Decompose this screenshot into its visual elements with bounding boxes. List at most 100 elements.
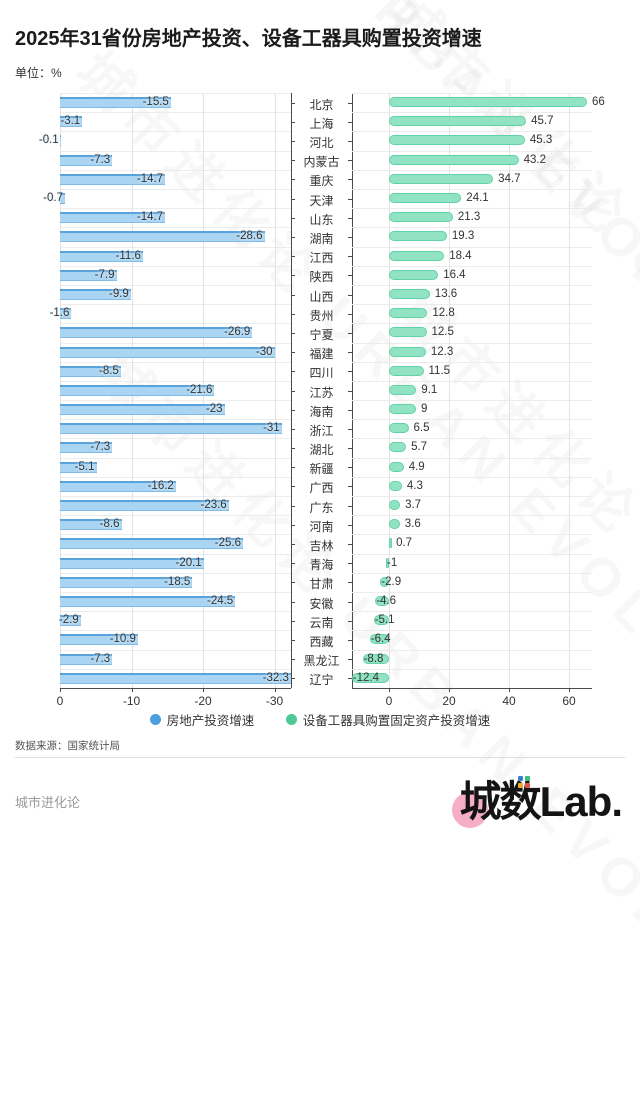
gridline-h <box>352 515 592 517</box>
gridline-h <box>60 131 291 133</box>
gridline-v <box>274 93 276 688</box>
bar-value-real-estate: -24.5 <box>206 595 234 608</box>
province-label: 北京 <box>309 97 334 112</box>
category-tick <box>348 620 352 622</box>
province-label: 新疆 <box>309 462 334 477</box>
bar-equipment <box>389 231 447 242</box>
bar-equipment <box>389 116 527 127</box>
bar-value-equipment: 24.1 <box>466 191 489 204</box>
province-label: 吉林 <box>309 539 334 554</box>
province-label: 宁夏 <box>309 327 334 342</box>
gridline-h <box>352 342 592 344</box>
bar-real-estate <box>60 615 81 627</box>
bar-value-equipment: 12.3 <box>430 345 454 358</box>
category-tick <box>291 601 295 603</box>
gridline-h <box>352 496 592 498</box>
bar-value-equipment: 13.6 <box>434 287 458 300</box>
bar-value-real-estate: -32.3 <box>262 671 289 684</box>
data-source-note: 数据来源：国家统计局 <box>15 740 120 752</box>
bar-equipment <box>389 97 587 107</box>
province-label: 西藏 <box>309 635 334 650</box>
bar-equipment <box>389 442 407 453</box>
x-axis-tick <box>203 688 204 692</box>
gridline-h <box>352 208 592 210</box>
bar-real-estate <box>60 653 113 665</box>
gridline-h <box>60 400 291 402</box>
gridline-h <box>60 112 291 114</box>
bar-value-real-estate: -20.1 <box>175 556 202 569</box>
category-tick <box>291 524 295 526</box>
province-label: 辽宁 <box>309 673 334 688</box>
bar-real-estate <box>60 557 204 569</box>
category-tick <box>348 352 352 354</box>
gridline-h <box>352 572 592 574</box>
legend-item-real-estate: 房地产投资增速 <box>149 710 254 729</box>
bar-real-estate <box>60 596 236 608</box>
category-tick <box>291 486 295 488</box>
category-tick <box>348 332 352 334</box>
x-axis-tick-label: 40 <box>502 694 516 708</box>
bar-value-equipment: 9.1 <box>421 383 438 396</box>
bar-value-equipment: 19.3 <box>451 230 475 243</box>
gridline-h <box>60 515 291 517</box>
province-label: 陕西 <box>309 270 334 285</box>
gridline-h <box>352 419 592 421</box>
x-axis-tick-label: -10 <box>122 694 141 708</box>
category-tick <box>348 486 352 488</box>
category-tick <box>291 198 295 200</box>
brand-name: 城市进化论 <box>15 795 81 810</box>
bar-value-real-estate: -25.6 <box>214 537 241 550</box>
category-tick <box>291 256 295 258</box>
category-tick <box>348 659 352 661</box>
province-label: 山东 <box>309 212 334 227</box>
gridline-h <box>60 323 291 325</box>
footer-divider <box>15 757 625 758</box>
bar-value-real-estate: -21.6 <box>186 383 213 396</box>
province-label: 湖北 <box>309 443 334 458</box>
bar-value-equipment: 5.7 <box>411 441 428 454</box>
category-tick <box>348 160 352 162</box>
x-axis-tick-label: 0 <box>56 694 64 708</box>
bar-equipment <box>389 500 401 511</box>
category-tick <box>348 563 352 565</box>
bar-value-real-estate: -18.5 <box>164 575 191 588</box>
gridline-h <box>352 188 592 190</box>
gridline-h <box>352 611 592 613</box>
legend-dot-green-icon <box>285 714 297 725</box>
x-axis-tick-label: 20 <box>442 694 456 708</box>
province-label: 山西 <box>309 289 334 304</box>
category-tick <box>348 217 352 219</box>
bar-real-estate <box>60 135 61 147</box>
bar-value-equipment: -1 <box>387 556 398 569</box>
category-tick <box>348 601 352 603</box>
province-label: 河北 <box>309 135 334 150</box>
category-tick <box>291 140 295 142</box>
bar-value-equipment: 66 <box>592 96 605 108</box>
bar-real-estate <box>60 576 193 588</box>
bar-equipment <box>389 461 404 472</box>
province-label: 四川 <box>309 366 334 381</box>
province-label: 海南 <box>309 404 334 419</box>
gridline-h <box>352 112 592 114</box>
gridline-h <box>60 611 291 613</box>
province-label: 福建 <box>309 347 334 362</box>
category-tick <box>291 371 295 373</box>
bar-equipment <box>389 538 392 549</box>
gridline-h <box>60 534 291 536</box>
bar-equipment <box>389 173 494 184</box>
province-label: 天津 <box>309 193 334 208</box>
gridline-h <box>352 361 592 363</box>
bar-value-real-estate: -14.7 <box>136 211 164 224</box>
x-axis-tick-label: -20 <box>194 694 212 708</box>
page-title: 2025年31省份房地产投资、设备工器具购置投资增速 <box>15 28 482 50</box>
category-tick <box>291 505 295 507</box>
bar-real-estate <box>60 480 176 492</box>
x-axis-tick <box>509 688 510 692</box>
category-tick <box>348 313 352 315</box>
bar-value-real-estate: -9.9 <box>108 287 129 300</box>
province-label: 安徽 <box>309 596 334 611</box>
gridline-h <box>60 649 291 651</box>
category-tick <box>348 640 352 642</box>
gridline-h <box>352 323 592 325</box>
bar-real-estate <box>60 212 166 224</box>
